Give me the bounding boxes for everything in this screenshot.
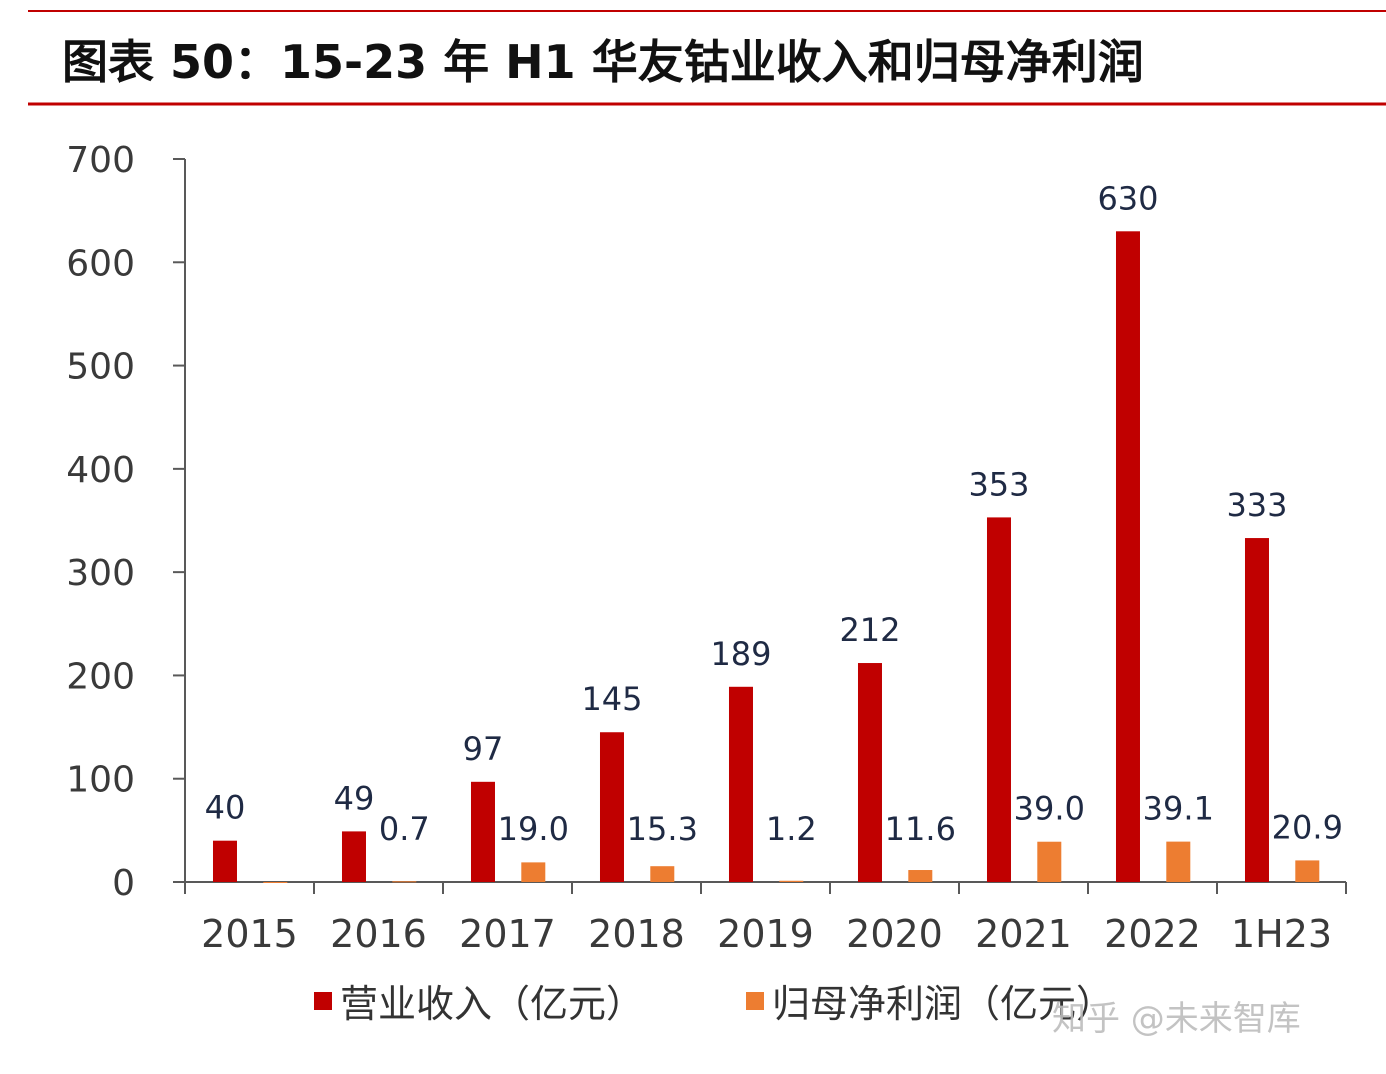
- data-label-profit: 1.2: [766, 810, 817, 848]
- data-label-profit: 39.1: [1143, 790, 1214, 828]
- y-tick-label: 500: [66, 347, 135, 388]
- data-label-profit: 39.0: [1014, 790, 1085, 828]
- bar-revenue: [728, 686, 753, 882]
- plot-area: 0 100 200 300 400 500 600 700 2015 40 2016 490.7 201…: [66, 140, 1347, 956]
- data-label-profit: 11.6: [885, 810, 956, 848]
- x-tick-label: 2022: [1104, 912, 1201, 956]
- watermark: 知乎 @未来智库: [1052, 999, 1301, 1039]
- legend-label-revenue: 营业收入（亿元）: [340, 982, 644, 1026]
- bar-profit: [263, 882, 288, 883]
- data-label-profit: 0.7: [379, 810, 430, 848]
- bar-profit: [1037, 841, 1062, 882]
- y-tick-label: 0: [112, 863, 135, 904]
- y-tick-label: 200: [66, 656, 135, 697]
- bar-profit: [650, 866, 675, 882]
- chart-title: 图表 50：15-23 年 H1 华友钴业收入和归母净利润: [62, 35, 1144, 89]
- bar-revenue: [1244, 538, 1269, 882]
- bar-profit: [392, 881, 417, 883]
- bar-revenue: [212, 840, 237, 882]
- data-label-revenue: 353: [968, 465, 1029, 503]
- x-tick-label: 2016: [330, 912, 427, 956]
- x-tick-label: 1H23: [1231, 912, 1332, 956]
- x-tick-label: 2017: [459, 912, 556, 956]
- bar-revenue: [1115, 231, 1140, 883]
- legend-swatch-revenue: [314, 992, 332, 1010]
- data-label-revenue: 49: [334, 779, 375, 817]
- data-label-revenue: 145: [581, 680, 642, 718]
- data-label-revenue: 189: [710, 635, 771, 673]
- data-label-revenue: 630: [1097, 179, 1158, 217]
- bar-profit: [908, 870, 933, 882]
- y-tick-label: 300: [66, 553, 135, 594]
- bar-revenue: [986, 517, 1011, 882]
- legend-swatch-profit: [746, 992, 764, 1010]
- bar-profit: [1295, 860, 1320, 882]
- data-label-profit: 20.9: [1272, 808, 1343, 846]
- data-label-revenue: 97: [463, 730, 504, 768]
- bar-profit: [521, 862, 546, 882]
- bar-profit: [1166, 841, 1191, 882]
- x-tick-label: 2018: [588, 912, 685, 956]
- x-tick-label: 2020: [846, 912, 943, 956]
- bar-revenue: [857, 663, 882, 882]
- x-tick-label: 2019: [717, 912, 814, 956]
- x-tick-label: 2015: [201, 912, 298, 956]
- bar-revenue: [599, 732, 624, 882]
- y-tick-label: 600: [66, 243, 135, 284]
- legend-label-profit: 归母净利润（亿元）: [772, 982, 1114, 1026]
- y-tick-label: 100: [66, 760, 135, 801]
- data-label-revenue: 212: [839, 611, 900, 649]
- bar-revenue: [470, 781, 495, 882]
- bar-profit: [779, 880, 804, 882]
- bar-revenue: [341, 831, 366, 882]
- data-label-profit: 19.0: [498, 810, 569, 848]
- y-tick-label: 700: [66, 140, 135, 181]
- data-label-revenue: 40: [205, 789, 246, 827]
- legend: 营业收入（亿元） 归母净利润（亿元）: [314, 982, 1114, 1026]
- data-label-revenue: 333: [1226, 486, 1287, 524]
- y-tick-label: 400: [66, 450, 135, 491]
- x-tick-label: 2021: [975, 912, 1072, 956]
- data-label-profit: 15.3: [627, 810, 698, 848]
